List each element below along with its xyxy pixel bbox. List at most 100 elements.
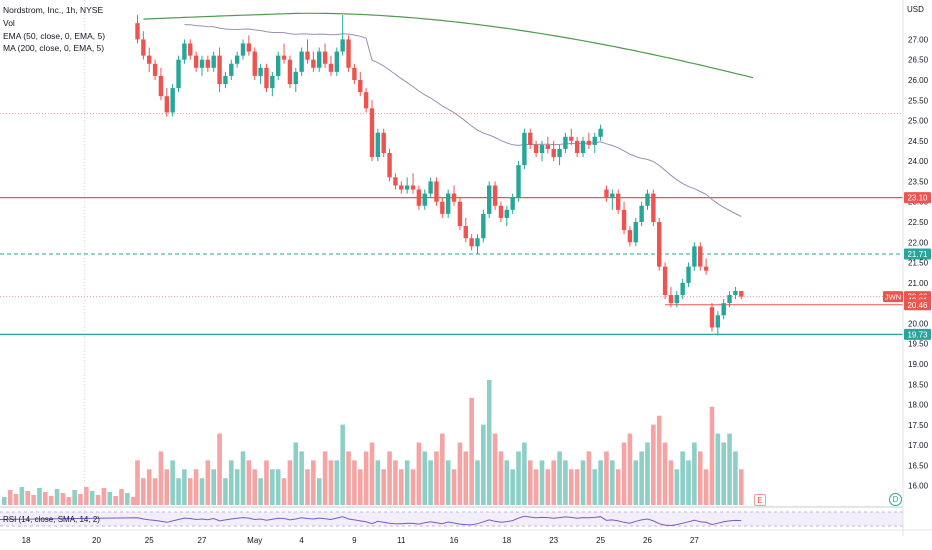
price-tick-label: 23.50 <box>908 177 929 186</box>
vol-legend[interactable]: Vol <box>3 18 15 28</box>
svg-text:20.46: 20.46 <box>907 301 928 310</box>
candle <box>445 189 451 218</box>
candle <box>551 140 556 162</box>
price-tick-label: 17.00 <box>908 441 929 450</box>
candle <box>246 35 252 56</box>
candle <box>317 47 322 72</box>
volume-bar <box>25 491 31 505</box>
volume-bar <box>522 442 527 505</box>
time-tick-label: 25 <box>596 536 605 545</box>
volume-bar <box>328 460 334 505</box>
volume-bar <box>404 460 410 505</box>
volume-bar <box>551 460 557 505</box>
volume-bar <box>164 469 170 505</box>
volume-bar <box>211 469 217 505</box>
candle <box>539 140 545 162</box>
candle <box>264 63 269 93</box>
time-tick-label: 20 <box>92 536 101 545</box>
candle <box>463 217 468 243</box>
rsi-line <box>0 515 742 527</box>
volume-bar <box>89 491 95 505</box>
candle <box>281 43 287 64</box>
time-tick-label: 27 <box>198 536 207 545</box>
svg-text:23.10: 23.10 <box>907 194 928 203</box>
price-tick-label: 26.00 <box>908 76 929 85</box>
price-tick-label: 26.50 <box>908 56 929 65</box>
candle <box>498 201 504 222</box>
volume-bar <box>393 460 398 505</box>
volume-bar <box>709 406 715 505</box>
volume-bar <box>633 460 639 505</box>
volume-bar <box>656 415 662 505</box>
price-tick-label: 24.00 <box>908 157 929 166</box>
candle <box>598 124 603 141</box>
volume-bar <box>60 493 66 505</box>
volume-bar <box>445 460 451 505</box>
candle <box>223 71 228 89</box>
volume-bar <box>281 478 287 505</box>
candle <box>293 67 298 93</box>
volume-bar <box>422 451 428 505</box>
candle <box>504 205 510 227</box>
candle <box>475 234 480 255</box>
events-icon[interactable]: E <box>754 494 766 506</box>
candle <box>147 47 152 72</box>
volume-bar <box>627 433 633 505</box>
volume-bar <box>141 478 146 505</box>
volume-bar <box>686 460 691 505</box>
volume-bar <box>451 469 457 505</box>
candle <box>662 262 668 300</box>
candle <box>205 55 211 72</box>
volume-bar <box>322 451 328 505</box>
volume-bar <box>54 489 60 505</box>
volume-bar <box>352 460 357 505</box>
volume-bar <box>31 495 36 505</box>
volume-bar <box>563 460 568 505</box>
candle <box>721 299 726 320</box>
symbol-title[interactable]: Nordstrom, Inc., 1h, NYSE <box>3 5 104 15</box>
volume-bar <box>434 451 439 505</box>
dividends-icon[interactable]: D <box>889 493 902 506</box>
candle <box>557 144 562 166</box>
candle <box>574 136 580 158</box>
volume-bar <box>510 469 515 505</box>
svg-text:19.73: 19.73 <box>907 330 928 339</box>
rsi-pane[interactable] <box>0 506 903 527</box>
volume-bar <box>258 478 263 505</box>
volume-bar <box>66 497 72 505</box>
volume-bar <box>223 478 228 505</box>
price-tick-label: 20.00 <box>908 319 929 328</box>
volume-bar <box>416 442 422 505</box>
candle <box>698 242 703 271</box>
candle <box>545 136 551 154</box>
rsi-legend[interactable]: RSI (14, close, SMA, 14, 2) <box>3 515 100 524</box>
volume-bar <box>715 433 721 505</box>
volume-bar <box>305 469 310 505</box>
price-tick-label: 16.50 <box>908 461 929 470</box>
ema-legend[interactable]: EMA (50, close, 0, EMA, 5) <box>3 31 106 41</box>
price-tick-label: 22.50 <box>908 218 929 227</box>
candle <box>135 15 140 44</box>
volume-bar <box>428 460 433 505</box>
candle <box>633 217 638 247</box>
ma-legend[interactable]: MA (200, close, 0, EMA, 5) <box>3 43 105 53</box>
price-tick-label: 18.50 <box>908 380 929 389</box>
candle <box>416 185 422 210</box>
price-axis[interactable]: 27.00 26.50 26.00 25.50 25.00 24.50 24.00 23.50… <box>902 0 929 536</box>
volume-bar <box>234 469 240 505</box>
candle <box>739 290 744 300</box>
candle <box>404 177 410 194</box>
candle <box>188 39 193 60</box>
price-tick-label: 19.50 <box>908 340 929 349</box>
volume-bar <box>357 469 363 505</box>
candle <box>217 47 222 93</box>
candle <box>399 181 404 194</box>
candle <box>651 189 656 227</box>
candle <box>733 286 738 300</box>
candle <box>563 132 568 154</box>
candle <box>152 59 158 80</box>
candle <box>645 189 650 210</box>
volume-bar <box>113 496 118 505</box>
